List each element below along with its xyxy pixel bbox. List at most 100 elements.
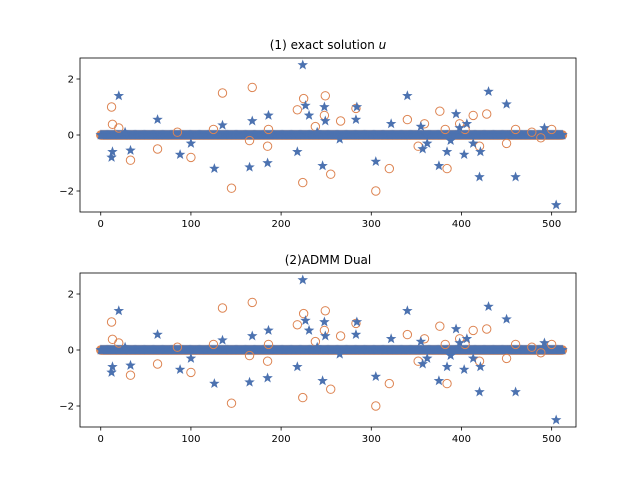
- star-marker: [247, 115, 258, 126]
- star-marker: [433, 160, 445, 171]
- circle-marker: [536, 133, 546, 143]
- star-marker: [474, 386, 485, 397]
- star-marker: [244, 161, 255, 172]
- star-marker: [441, 361, 453, 372]
- star-marker: [174, 149, 186, 160]
- circle-marker: [440, 124, 450, 135]
- star-marker: [125, 359, 136, 370]
- circle-marker: [501, 138, 512, 149]
- star-marker: [454, 337, 465, 348]
- star-marker: [106, 366, 117, 377]
- circle-marker: [226, 398, 237, 408]
- star-marker: [445, 350, 456, 361]
- x-tick-label: 100: [181, 219, 200, 230]
- subplot-2-title: (2)ADMM Dual: [285, 253, 372, 267]
- subplot-1-marks: [95, 59, 568, 210]
- circle-marker: [468, 325, 478, 336]
- circle-marker: [263, 339, 274, 350]
- star-marker: [433, 375, 445, 386]
- star-marker: [113, 305, 125, 316]
- circle-marker: [442, 163, 452, 174]
- y-tick-label: 0: [68, 131, 74, 142]
- star-marker: [450, 108, 462, 119]
- circle-marker: [510, 339, 521, 350]
- star-marker: [185, 352, 197, 363]
- star-marker: [300, 100, 311, 111]
- star-marker: [185, 137, 197, 148]
- circle-marker: [527, 342, 537, 352]
- y-tick-label: 2: [68, 75, 74, 86]
- star-marker: [461, 118, 473, 129]
- x-tick-label: 400: [452, 219, 471, 230]
- circle-marker: [125, 370, 136, 380]
- circle-marker: [106, 317, 117, 327]
- star-marker: [415, 121, 427, 132]
- subplot-1-y-axis: −2 0 2: [59, 75, 80, 198]
- circle-marker: [536, 348, 546, 358]
- circle-marker: [384, 163, 395, 174]
- star-marker: [263, 324, 274, 335]
- star-marker: [217, 119, 228, 130]
- star-marker: [119, 341, 131, 352]
- star-marker: [458, 149, 470, 160]
- star-marker: [300, 315, 311, 326]
- star-marker: [209, 163, 220, 174]
- circle-marker: [292, 320, 303, 330]
- zero-star-marker: [557, 344, 568, 355]
- y-tick-label: −2: [59, 187, 74, 198]
- circle-marker: [384, 378, 395, 389]
- y-tick-label: 2: [68, 290, 74, 301]
- star-marker: [320, 115, 331, 126]
- star-marker: [351, 101, 363, 112]
- star-marker: [263, 109, 274, 120]
- circle-marker: [247, 297, 257, 308]
- star-marker: [303, 324, 315, 335]
- star-marker: [317, 160, 328, 171]
- star-marker: [351, 316, 363, 327]
- circle-marker: [186, 367, 196, 378]
- circle-marker: [186, 152, 196, 163]
- star-marker: [421, 137, 433, 148]
- star-marker: [350, 114, 362, 125]
- circle-marker: [114, 123, 124, 133]
- star-marker: [467, 137, 479, 148]
- circle-marker: [262, 141, 273, 151]
- star-marker: [417, 143, 428, 154]
- star-marker: [402, 90, 413, 101]
- x-tick-label: 200: [272, 434, 291, 445]
- star-marker: [467, 352, 479, 363]
- star-marker: [461, 333, 473, 344]
- circle-marker: [335, 116, 346, 126]
- circle-marker: [298, 392, 308, 403]
- circle-marker: [435, 321, 445, 331]
- circle-marker: [217, 88, 228, 98]
- x-tick-label: 400: [452, 434, 471, 445]
- star-marker: [501, 98, 512, 109]
- circle-marker: [217, 303, 228, 313]
- circle-marker: [371, 401, 381, 411]
- circle-marker: [244, 350, 255, 361]
- circle-marker: [482, 324, 492, 334]
- circle-marker: [226, 183, 237, 193]
- star-marker: [458, 364, 470, 375]
- circle-marker: [527, 127, 537, 137]
- subplot-2-y-axis: −2 0 2: [59, 290, 80, 413]
- star-marker: [441, 146, 453, 157]
- circle-marker: [335, 331, 346, 341]
- circle-marker: [172, 127, 183, 137]
- circle-marker: [106, 102, 117, 112]
- star-marker: [421, 352, 433, 363]
- circle-marker: [510, 124, 521, 135]
- x-tick-label: 0: [98, 434, 104, 445]
- x-tick-label: 300: [362, 434, 381, 445]
- x-tick-label: 200: [272, 219, 291, 230]
- star-marker: [334, 348, 345, 359]
- star-marker: [334, 133, 345, 144]
- circle-marker: [208, 339, 219, 350]
- circle-marker: [501, 353, 512, 364]
- star-marker: [320, 330, 331, 341]
- star-marker: [450, 323, 462, 334]
- star-marker: [415, 336, 427, 347]
- star-marker: [209, 378, 220, 389]
